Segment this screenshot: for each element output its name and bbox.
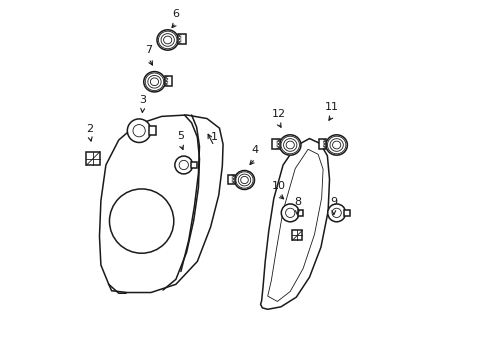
- Circle shape: [109, 189, 173, 253]
- Circle shape: [285, 208, 294, 217]
- Text: 6: 6: [172, 9, 179, 19]
- Polygon shape: [99, 115, 223, 293]
- FancyBboxPatch shape: [164, 76, 172, 86]
- FancyBboxPatch shape: [86, 152, 100, 165]
- Text: 5: 5: [177, 131, 184, 141]
- Polygon shape: [267, 149, 323, 301]
- FancyBboxPatch shape: [272, 139, 280, 149]
- FancyBboxPatch shape: [318, 139, 326, 149]
- Ellipse shape: [279, 135, 300, 155]
- Ellipse shape: [234, 171, 254, 189]
- Circle shape: [127, 119, 151, 143]
- Circle shape: [175, 156, 192, 174]
- Text: 12: 12: [271, 109, 285, 119]
- FancyBboxPatch shape: [297, 210, 303, 216]
- Circle shape: [327, 204, 345, 222]
- Text: 11: 11: [325, 102, 338, 112]
- Ellipse shape: [143, 72, 165, 92]
- Polygon shape: [260, 139, 329, 309]
- Text: 3: 3: [139, 95, 146, 105]
- Text: 10: 10: [271, 181, 285, 191]
- Circle shape: [331, 208, 341, 217]
- FancyBboxPatch shape: [191, 162, 196, 168]
- FancyBboxPatch shape: [344, 210, 349, 216]
- Text: 7: 7: [145, 45, 152, 55]
- Text: 1: 1: [210, 132, 217, 143]
- Text: 2: 2: [86, 123, 94, 134]
- Text: 8: 8: [293, 197, 300, 207]
- Circle shape: [179, 160, 188, 170]
- Text: 9: 9: [329, 197, 337, 207]
- FancyBboxPatch shape: [292, 230, 302, 240]
- FancyBboxPatch shape: [149, 126, 156, 135]
- Circle shape: [133, 125, 145, 137]
- Circle shape: [281, 204, 299, 222]
- Text: 4: 4: [251, 145, 258, 155]
- Ellipse shape: [157, 30, 178, 50]
- FancyBboxPatch shape: [227, 175, 235, 184]
- Ellipse shape: [325, 135, 346, 155]
- FancyBboxPatch shape: [178, 34, 185, 44]
